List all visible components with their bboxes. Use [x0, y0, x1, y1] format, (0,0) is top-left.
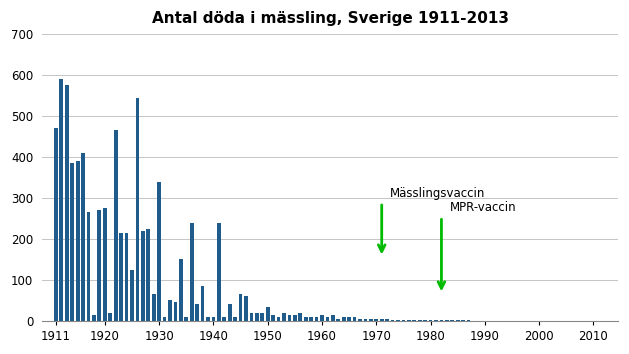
Bar	[271, 315, 275, 321]
Text: MPR-vaccin: MPR-vaccin	[450, 201, 516, 215]
Bar	[423, 320, 427, 321]
Bar	[445, 320, 448, 321]
Bar	[125, 233, 128, 321]
Bar	[331, 315, 335, 321]
Bar	[211, 317, 215, 321]
Bar	[277, 317, 281, 321]
Bar	[287, 315, 291, 321]
Bar	[461, 320, 465, 321]
Bar	[456, 320, 460, 321]
Bar	[65, 85, 69, 321]
Bar	[70, 163, 74, 321]
Bar	[147, 229, 150, 321]
Bar	[413, 320, 416, 321]
Bar	[440, 320, 443, 321]
Bar	[266, 307, 270, 321]
Bar	[179, 259, 183, 321]
Bar	[450, 320, 454, 321]
Bar	[75, 161, 80, 321]
Bar	[282, 313, 286, 321]
Bar	[120, 233, 123, 321]
Bar	[168, 301, 172, 321]
Bar	[298, 313, 302, 321]
Bar	[108, 313, 112, 321]
Bar	[342, 317, 345, 321]
Bar	[260, 313, 264, 321]
Bar	[293, 315, 297, 321]
Bar	[163, 317, 167, 321]
Bar	[97, 210, 101, 321]
Bar	[326, 317, 330, 321]
Bar	[81, 153, 85, 321]
Bar	[103, 208, 107, 321]
Bar	[184, 317, 188, 321]
Bar	[250, 313, 253, 321]
Bar	[374, 319, 378, 321]
Title: Antal döda i mässling, Sverige 1911-2013: Antal döda i mässling, Sverige 1911-2013	[152, 11, 509, 26]
Bar	[314, 317, 318, 321]
Bar	[380, 319, 384, 321]
Bar	[255, 313, 259, 321]
Bar	[54, 129, 58, 321]
Bar	[228, 304, 231, 321]
Bar	[337, 319, 340, 321]
Text: Mässlingsvaccin: Mässlingsvaccin	[390, 187, 485, 200]
Bar	[385, 319, 389, 321]
Bar	[364, 319, 367, 321]
Bar	[233, 317, 237, 321]
Bar	[396, 320, 400, 321]
Bar	[60, 79, 64, 321]
Bar	[244, 296, 248, 321]
Bar	[141, 231, 145, 321]
Bar	[174, 302, 177, 321]
Bar	[135, 98, 139, 321]
Bar	[238, 294, 242, 321]
Bar	[429, 320, 433, 321]
Bar	[201, 286, 204, 321]
Bar	[369, 319, 373, 321]
Bar	[418, 320, 421, 321]
Bar	[206, 317, 210, 321]
Bar	[87, 212, 91, 321]
Bar	[434, 320, 438, 321]
Bar	[401, 320, 405, 321]
Bar	[217, 223, 221, 321]
Bar	[353, 317, 357, 321]
Bar	[407, 320, 411, 321]
Bar	[195, 304, 199, 321]
Bar	[157, 182, 161, 321]
Bar	[320, 315, 324, 321]
Bar	[358, 319, 362, 321]
Bar	[130, 270, 134, 321]
Bar	[467, 320, 470, 321]
Bar	[347, 317, 351, 321]
Bar	[223, 317, 226, 321]
Bar	[309, 317, 313, 321]
Bar	[114, 131, 118, 321]
Bar	[152, 294, 155, 321]
Bar	[190, 223, 194, 321]
Bar	[304, 317, 308, 321]
Bar	[92, 315, 96, 321]
Bar	[391, 320, 394, 321]
